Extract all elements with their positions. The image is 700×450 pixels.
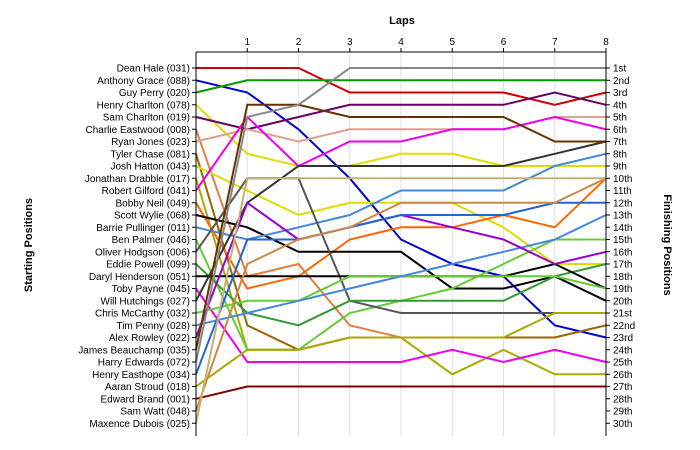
starting-position-label: Ryan Jones (023) xyxy=(111,137,190,148)
series-line-29 xyxy=(195,177,607,412)
finishing-position-label: 28th xyxy=(613,394,632,405)
series-line-14 xyxy=(195,152,607,241)
x-tick-label: 1 xyxy=(244,37,250,48)
finishing-position-label: 11th xyxy=(613,186,632,197)
x-tick-label: 8 xyxy=(603,37,609,48)
series-line-4 xyxy=(195,104,606,167)
starting-position-label: Chris McCarthy (032) xyxy=(95,309,190,320)
starting-position-label: Jonathan Drabble (017) xyxy=(85,174,190,185)
starting-position-label: Bobby Neil (049) xyxy=(116,198,190,209)
starting-position-label: Henry Charlton (078) xyxy=(97,100,190,111)
starting-position-label: Robert Gilford (041) xyxy=(102,186,190,197)
series-layer xyxy=(195,67,607,424)
finishing-position-label: 10th xyxy=(613,174,632,185)
starting-position-label: Dean Hale (031) xyxy=(117,64,190,75)
finishing-position-label: 1st xyxy=(613,64,627,75)
finishing-position-label: 9th xyxy=(613,162,627,173)
finishing-position-label: 18th xyxy=(613,272,632,283)
starting-position-label: Tim Penny (028) xyxy=(116,321,190,332)
finishing-position-label: 5th xyxy=(613,113,627,124)
left-axis-title: Starting Positions xyxy=(23,198,35,292)
starting-position-label: Oliver Hodgson (006) xyxy=(95,247,190,258)
series-line-1 xyxy=(196,67,607,106)
series-line-17 xyxy=(195,263,607,327)
series-line-5 xyxy=(195,91,607,131)
starting-position-label: Eddie Powell (099) xyxy=(106,260,190,271)
series-line-22 xyxy=(195,214,607,327)
series-line-20 xyxy=(195,140,607,302)
starting-position-label: Guy Perry (020) xyxy=(119,88,190,99)
finishing-position-label: 27th xyxy=(613,382,632,393)
finishing-position-label: 4th xyxy=(613,100,627,111)
starting-position-label: Josh Hatton (043) xyxy=(111,162,191,173)
series-line-30 xyxy=(195,177,606,424)
finishing-position-label: 19th xyxy=(613,284,632,295)
starting-position-label: Anthony Grace (088) xyxy=(97,76,190,87)
starting-position-label: Toby Payne (045) xyxy=(112,284,190,295)
series-line-12 xyxy=(195,177,607,290)
starting-position-label: Charlie Eastwood (008) xyxy=(86,125,191,136)
starting-position-label: Sam Charlton (019) xyxy=(103,113,190,124)
finishing-position-label: 20th xyxy=(613,296,632,307)
finishing-position-label: 3rd xyxy=(613,88,627,99)
finishing-position-label: 21st xyxy=(613,309,632,320)
starting-position-label: Will Hutchings (027) xyxy=(101,296,190,307)
finishing-position-label: 7th xyxy=(613,137,627,148)
starting-position-label: Harry Edwards (072) xyxy=(98,358,190,369)
starting-position-label: Daryl Henderson (051) xyxy=(89,272,190,283)
finishing-position-label: 29th xyxy=(613,407,632,418)
finishing-position-label: 16th xyxy=(613,247,632,258)
starting-position-label: Ben Palmer (046) xyxy=(112,235,190,246)
finishing-position-label: 12th xyxy=(613,198,632,209)
axes xyxy=(192,48,610,436)
finishing-position-label: 24th xyxy=(613,345,632,356)
series-line-26 xyxy=(195,201,606,375)
finishing-position-label: 30th xyxy=(613,419,632,430)
finishing-position-label: 23rd xyxy=(613,333,633,344)
finishing-position-label: 8th xyxy=(613,149,627,160)
series-line-3 xyxy=(195,79,606,94)
finishing-position-label: 13th xyxy=(613,211,632,222)
starting-position-label: Edward Brand (001) xyxy=(101,394,191,405)
x-tick-label: 7 xyxy=(552,37,558,48)
right-axis-title: Finishing Positions xyxy=(661,194,673,295)
finishing-position-label: 2nd xyxy=(613,76,630,87)
series-line-11 xyxy=(195,115,607,192)
starting-position-label: Alex Rowley (022) xyxy=(109,333,190,344)
finishing-position-label: 26th xyxy=(613,370,632,381)
series-line-28 xyxy=(195,385,606,400)
finishing-position-label: 22nd xyxy=(613,321,635,332)
starting-position-label: Scott Wylie (068) xyxy=(114,211,190,222)
series-line-19 xyxy=(195,287,607,364)
finishing-position-label: 25th xyxy=(613,358,632,369)
x-tick-label: 4 xyxy=(398,37,404,48)
starting-position-label: Aaran Stroud (018) xyxy=(105,382,190,393)
starting-position-label: James Beauchamp (035) xyxy=(78,345,190,356)
labels-layer: 1 2 3 4 5 6 7 8 Dean Hale (031)Anthony Grace (08… xyxy=(78,37,635,430)
starting-position-label: Maxence Dubois (025) xyxy=(89,419,190,430)
x-axis-title: Laps xyxy=(389,15,415,27)
finishing-position-label: 15th xyxy=(613,235,632,246)
series-line-24 xyxy=(195,103,606,351)
x-tick-label: 5 xyxy=(449,37,455,48)
finishing-position-label: 14th xyxy=(613,223,632,234)
starting-position-label: Henry Easthope (034) xyxy=(92,370,190,381)
grid xyxy=(246,52,607,436)
finishing-position-label: 17th xyxy=(613,260,632,271)
series-line-27 xyxy=(195,312,606,388)
starting-position-label: Barrie Pullinger (011) xyxy=(96,223,190,234)
series-line-25 xyxy=(195,67,606,363)
x-tick-label: 6 xyxy=(501,37,507,48)
x-tick-label: 2 xyxy=(296,37,302,48)
starting-position-label: Tyler Chase (081) xyxy=(111,149,190,160)
finishing-position-label: 6th xyxy=(613,125,627,136)
starting-position-label: Sam Watt (048) xyxy=(120,407,190,418)
x-tick-label: 3 xyxy=(347,37,353,48)
